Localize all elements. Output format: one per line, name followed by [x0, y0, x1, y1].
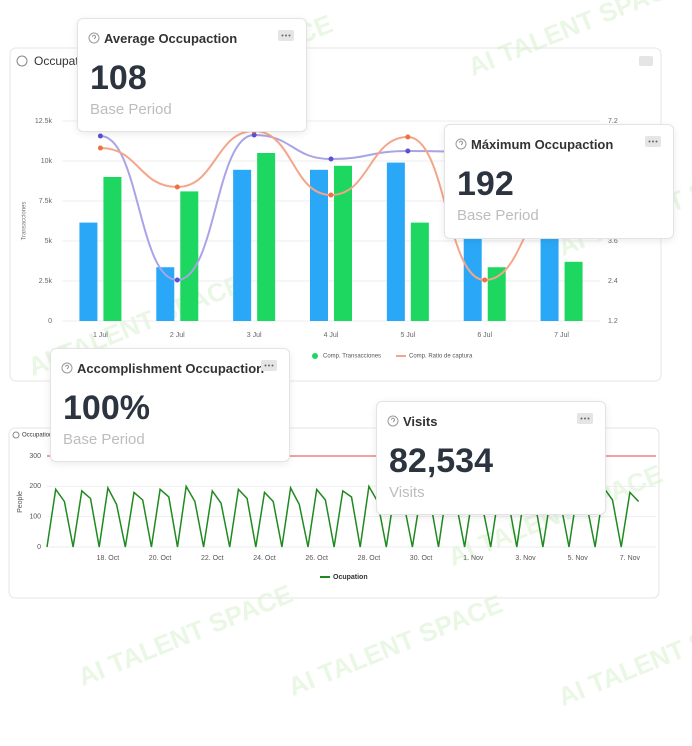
bar	[257, 153, 276, 321]
card-value: 82,534	[389, 442, 493, 480]
kpi-card: Average Occupaction 108 Base Period	[77, 18, 307, 132]
card-value: 100%	[63, 389, 150, 427]
y-axis-label: People	[17, 491, 24, 513]
legend-marker	[312, 353, 318, 359]
card-title: Máximum Occupaction	[471, 137, 614, 152]
y-axis-label: Transacciones	[22, 202, 28, 241]
line	[46, 484, 640, 548]
x-tick-label: 28. Oct	[358, 555, 381, 562]
x-tick-label: 2 Jul	[170, 332, 185, 339]
help-icon	[12, 431, 20, 439]
x-tick-label: 3 Jul	[247, 332, 262, 339]
bar	[487, 267, 506, 321]
kpi-card: Visits 82,534 Visits	[376, 401, 606, 515]
y-tick-label: 200	[29, 483, 41, 490]
x-tick-label: 3. Nov	[515, 555, 536, 562]
point	[97, 133, 103, 139]
help-icon	[61, 362, 73, 374]
legend-label: Ocupation	[333, 574, 368, 581]
kpi-card: Máximum Occupaction 192 Base Period	[444, 124, 674, 239]
bar	[233, 169, 252, 321]
x-tick-label: 7 Jul	[554, 332, 569, 339]
card-title: Accomplishment Occupaction	[77, 361, 265, 376]
bar	[564, 261, 583, 321]
bar	[103, 177, 122, 321]
y-tick-label: 5k	[45, 238, 53, 245]
help-icon	[455, 138, 467, 150]
y-tick-label: 7.5k	[39, 198, 53, 205]
y2-tick-label: 2.4	[608, 278, 618, 285]
card-title: Visits	[403, 414, 438, 429]
bar	[540, 236, 559, 321]
bar	[334, 165, 352, 321]
help-icon	[387, 415, 399, 427]
x-tick-label: 26. Oct	[305, 555, 328, 562]
y-tick-label: 100	[29, 514, 41, 521]
bar	[463, 225, 482, 321]
card-value: 192	[457, 165, 514, 203]
bar	[79, 222, 98, 321]
card-subtitle: Base Period	[457, 207, 539, 224]
y-tick-label: 10k	[41, 158, 53, 165]
point	[405, 134, 411, 140]
y-tick-label: 0	[37, 544, 41, 551]
bar	[180, 191, 199, 321]
menu-button[interactable]	[577, 413, 593, 424]
y2-tick-label: 1.2	[608, 318, 618, 325]
x-tick-label: 24. Oct	[253, 555, 276, 562]
point	[97, 145, 103, 151]
legend-label: Comp. Ratio de captura	[409, 354, 473, 360]
point	[174, 184, 180, 190]
x-tick-label: 1. Nov	[463, 555, 484, 562]
card-title: Average Occupaction	[104, 31, 238, 46]
x-tick-label: 6 Jul	[477, 332, 492, 339]
legend-label: Comp. Transacciones	[323, 354, 381, 360]
y2-tick-label: 3.6	[608, 238, 618, 245]
card-subtitle: Base Period	[63, 431, 145, 448]
menu-button[interactable]	[645, 136, 661, 147]
x-tick-label: 4 Jul	[324, 332, 339, 339]
help-icon	[88, 32, 100, 44]
x-tick-label: 18. Oct	[97, 555, 120, 562]
y-tick-label: 12.5k	[35, 118, 53, 125]
point	[328, 192, 334, 198]
menu-button[interactable]	[639, 56, 653, 66]
y-tick-label: 300	[29, 453, 41, 460]
x-tick-label: 7. Nov	[620, 555, 641, 562]
x-tick-label: 22. Oct	[201, 555, 224, 562]
x-tick-label: 20. Oct	[149, 555, 172, 562]
point	[328, 156, 334, 162]
kpi-card: Accomplishment Occupaction 100% Base Per…	[50, 348, 290, 462]
x-tick-label: 5. Nov	[568, 555, 589, 562]
bar	[156, 267, 175, 321]
chart-title: Occupation	[22, 433, 52, 439]
menu-button[interactable]	[261, 360, 277, 371]
point	[482, 277, 488, 283]
y2-tick-label: 7.2	[608, 118, 618, 125]
x-tick-label: 1 Jul	[93, 332, 108, 339]
x-tick-label: 30. Oct	[410, 555, 433, 562]
bar	[310, 169, 328, 321]
menu-button[interactable]	[278, 30, 294, 41]
card-value: 108	[90, 59, 147, 97]
point	[251, 132, 257, 138]
bar	[386, 162, 405, 321]
x-tick-label: 5 Jul	[400, 332, 415, 339]
point	[405, 148, 411, 154]
card-subtitle: Base Period	[90, 101, 172, 118]
point	[174, 277, 180, 283]
bar	[410, 222, 429, 321]
y-tick-label: 2.5k	[39, 278, 53, 285]
watermark: AI TALENT SPACE	[554, 598, 692, 711]
help-icon	[16, 55, 28, 67]
card-subtitle: Visits	[389, 484, 425, 501]
watermark: AI TALENT SPACE	[284, 588, 507, 701]
y-tick-label: 0	[48, 318, 52, 325]
